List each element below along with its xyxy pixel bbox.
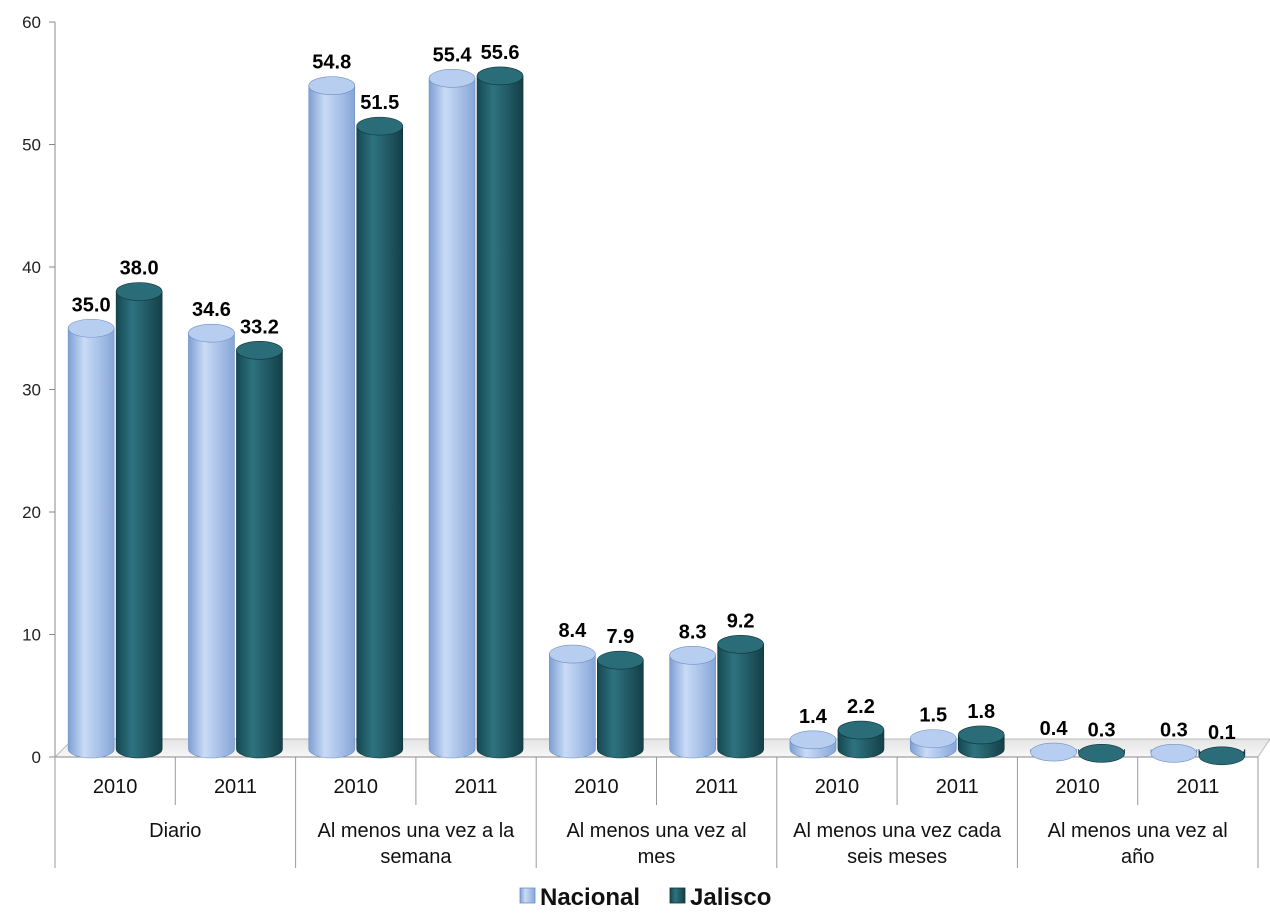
data-label-jalisco-5: 9.2 [727, 610, 755, 632]
data-label-jalisco-2: 51.5 [360, 92, 399, 114]
bar-nacional-5 [669, 655, 716, 759]
bar-top-jalisco-3 [476, 66, 524, 86]
bar-top-jalisco-8 [1078, 744, 1125, 763]
x-tick-year: 2010 [93, 776, 138, 798]
bar-top-jalisco-1 [236, 340, 283, 360]
bar-nacional-0 [67, 327, 115, 759]
bar-top-nacional-4 [549, 644, 596, 664]
y-tick-label: 50 [22, 136, 41, 155]
bar-top-jalisco-2 [356, 116, 404, 136]
group-label: Diario [149, 820, 201, 842]
bar-top-jalisco-0 [115, 282, 163, 301]
data-label-nacional-0: 35.0 [72, 294, 111, 316]
group-label: Al menos una vez al mes [566, 820, 746, 868]
bar-top-jalisco-7 [957, 725, 1005, 745]
data-label-jalisco-9: 0.1 [1208, 722, 1236, 744]
data-label-jalisco-8: 0.3 [1088, 719, 1116, 741]
bar-top-nacional-9 [1150, 744, 1198, 763]
data-label-nacional-9: 0.3 [1160, 719, 1188, 741]
data-label-jalisco-3: 55.6 [481, 42, 520, 64]
legend-label-nacional: Nacional [540, 884, 640, 911]
group-label: Al menos una vez a la semana [318, 820, 516, 868]
bar-nacional-4 [549, 653, 596, 759]
bar-jalisco-4 [597, 659, 644, 759]
bar-top-nacional-1 [188, 323, 235, 343]
bar-top-nacional-3 [428, 69, 476, 88]
x-tick-year: 2011 [214, 776, 257, 798]
y-tick-label: 0 [32, 748, 41, 767]
bar-jalisco-2 [356, 125, 404, 759]
bars-layer [67, 66, 1246, 766]
bar-top-nacional-8 [1030, 742, 1077, 762]
bar-jalisco-0 [115, 291, 163, 759]
data-label-jalisco-7: 1.8 [967, 701, 995, 723]
group-label: Al menos una vez cada seis meses [793, 820, 1002, 868]
x-tick-year: 2010 [1055, 776, 1100, 798]
data-label-nacional-3: 55.4 [433, 44, 473, 66]
bar-top-jalisco-4 [597, 650, 644, 670]
bar-top-nacional-5 [669, 646, 716, 665]
x-tick-year: 2011 [1176, 776, 1219, 798]
legend: Nacional Jalisco [519, 884, 771, 911]
x-tick-year: 2011 [695, 776, 738, 798]
bar-nacional-2 [308, 85, 356, 759]
bar-top-jalisco-6 [837, 720, 885, 740]
bar-top-nacional-2 [308, 76, 356, 95]
bar-top-jalisco-9 [1198, 746, 1246, 766]
x-tick-year: 2010 [574, 776, 619, 798]
x-tick-year: 2011 [936, 776, 979, 798]
data-label-nacional-6: 1.4 [799, 706, 828, 728]
data-label-nacional-1: 34.6 [192, 299, 231, 321]
data-label-nacional-5: 8.3 [679, 621, 707, 643]
y-tick-label: 30 [22, 381, 41, 400]
y-tick-label: 10 [22, 626, 41, 645]
data-labels-layer: 35.0 38.0 34.6 33.2 54.8 51.5 55.4 55.6 8.4 7.9 8.… [72, 42, 1236, 744]
bar-top-nacional-7 [909, 729, 957, 748]
bar-jalisco-5 [717, 644, 764, 759]
legend-swatch-nacional [519, 887, 536, 904]
x-tick-year: 2010 [815, 776, 860, 798]
group-label: Al menos una vez al año [1048, 820, 1228, 868]
y-tick-label: 20 [22, 503, 41, 522]
x-tick-year: 2010 [334, 776, 379, 798]
bar-nacional-1 [188, 332, 235, 759]
data-label-nacional-8: 0.4 [1040, 718, 1069, 740]
y-tick-label: 60 [22, 13, 41, 32]
bar-jalisco-3 [476, 75, 524, 759]
legend-label-jalisco: Jalisco [690, 884, 771, 911]
data-label-nacional-4: 8.4 [558, 620, 587, 642]
bar-jalisco-1 [236, 350, 283, 759]
data-label-jalisco-1: 33.2 [240, 316, 279, 338]
data-label-jalisco-0: 38.0 [120, 258, 159, 280]
data-label-jalisco-4: 7.9 [606, 626, 634, 648]
bar-top-nacional-6 [789, 730, 837, 750]
x-tick-year: 2011 [455, 776, 498, 798]
data-label-nacional-2: 54.8 [312, 52, 351, 74]
bar-top-nacional-0 [67, 318, 115, 338]
bar-top-jalisco-5 [717, 634, 764, 654]
data-label-jalisco-6: 2.2 [847, 696, 875, 718]
legend-swatch-jalisco [669, 887, 686, 904]
bar-nacional-3 [428, 78, 476, 759]
data-label-nacional-7: 1.5 [919, 705, 947, 727]
y-tick-label: 40 [22, 258, 41, 277]
